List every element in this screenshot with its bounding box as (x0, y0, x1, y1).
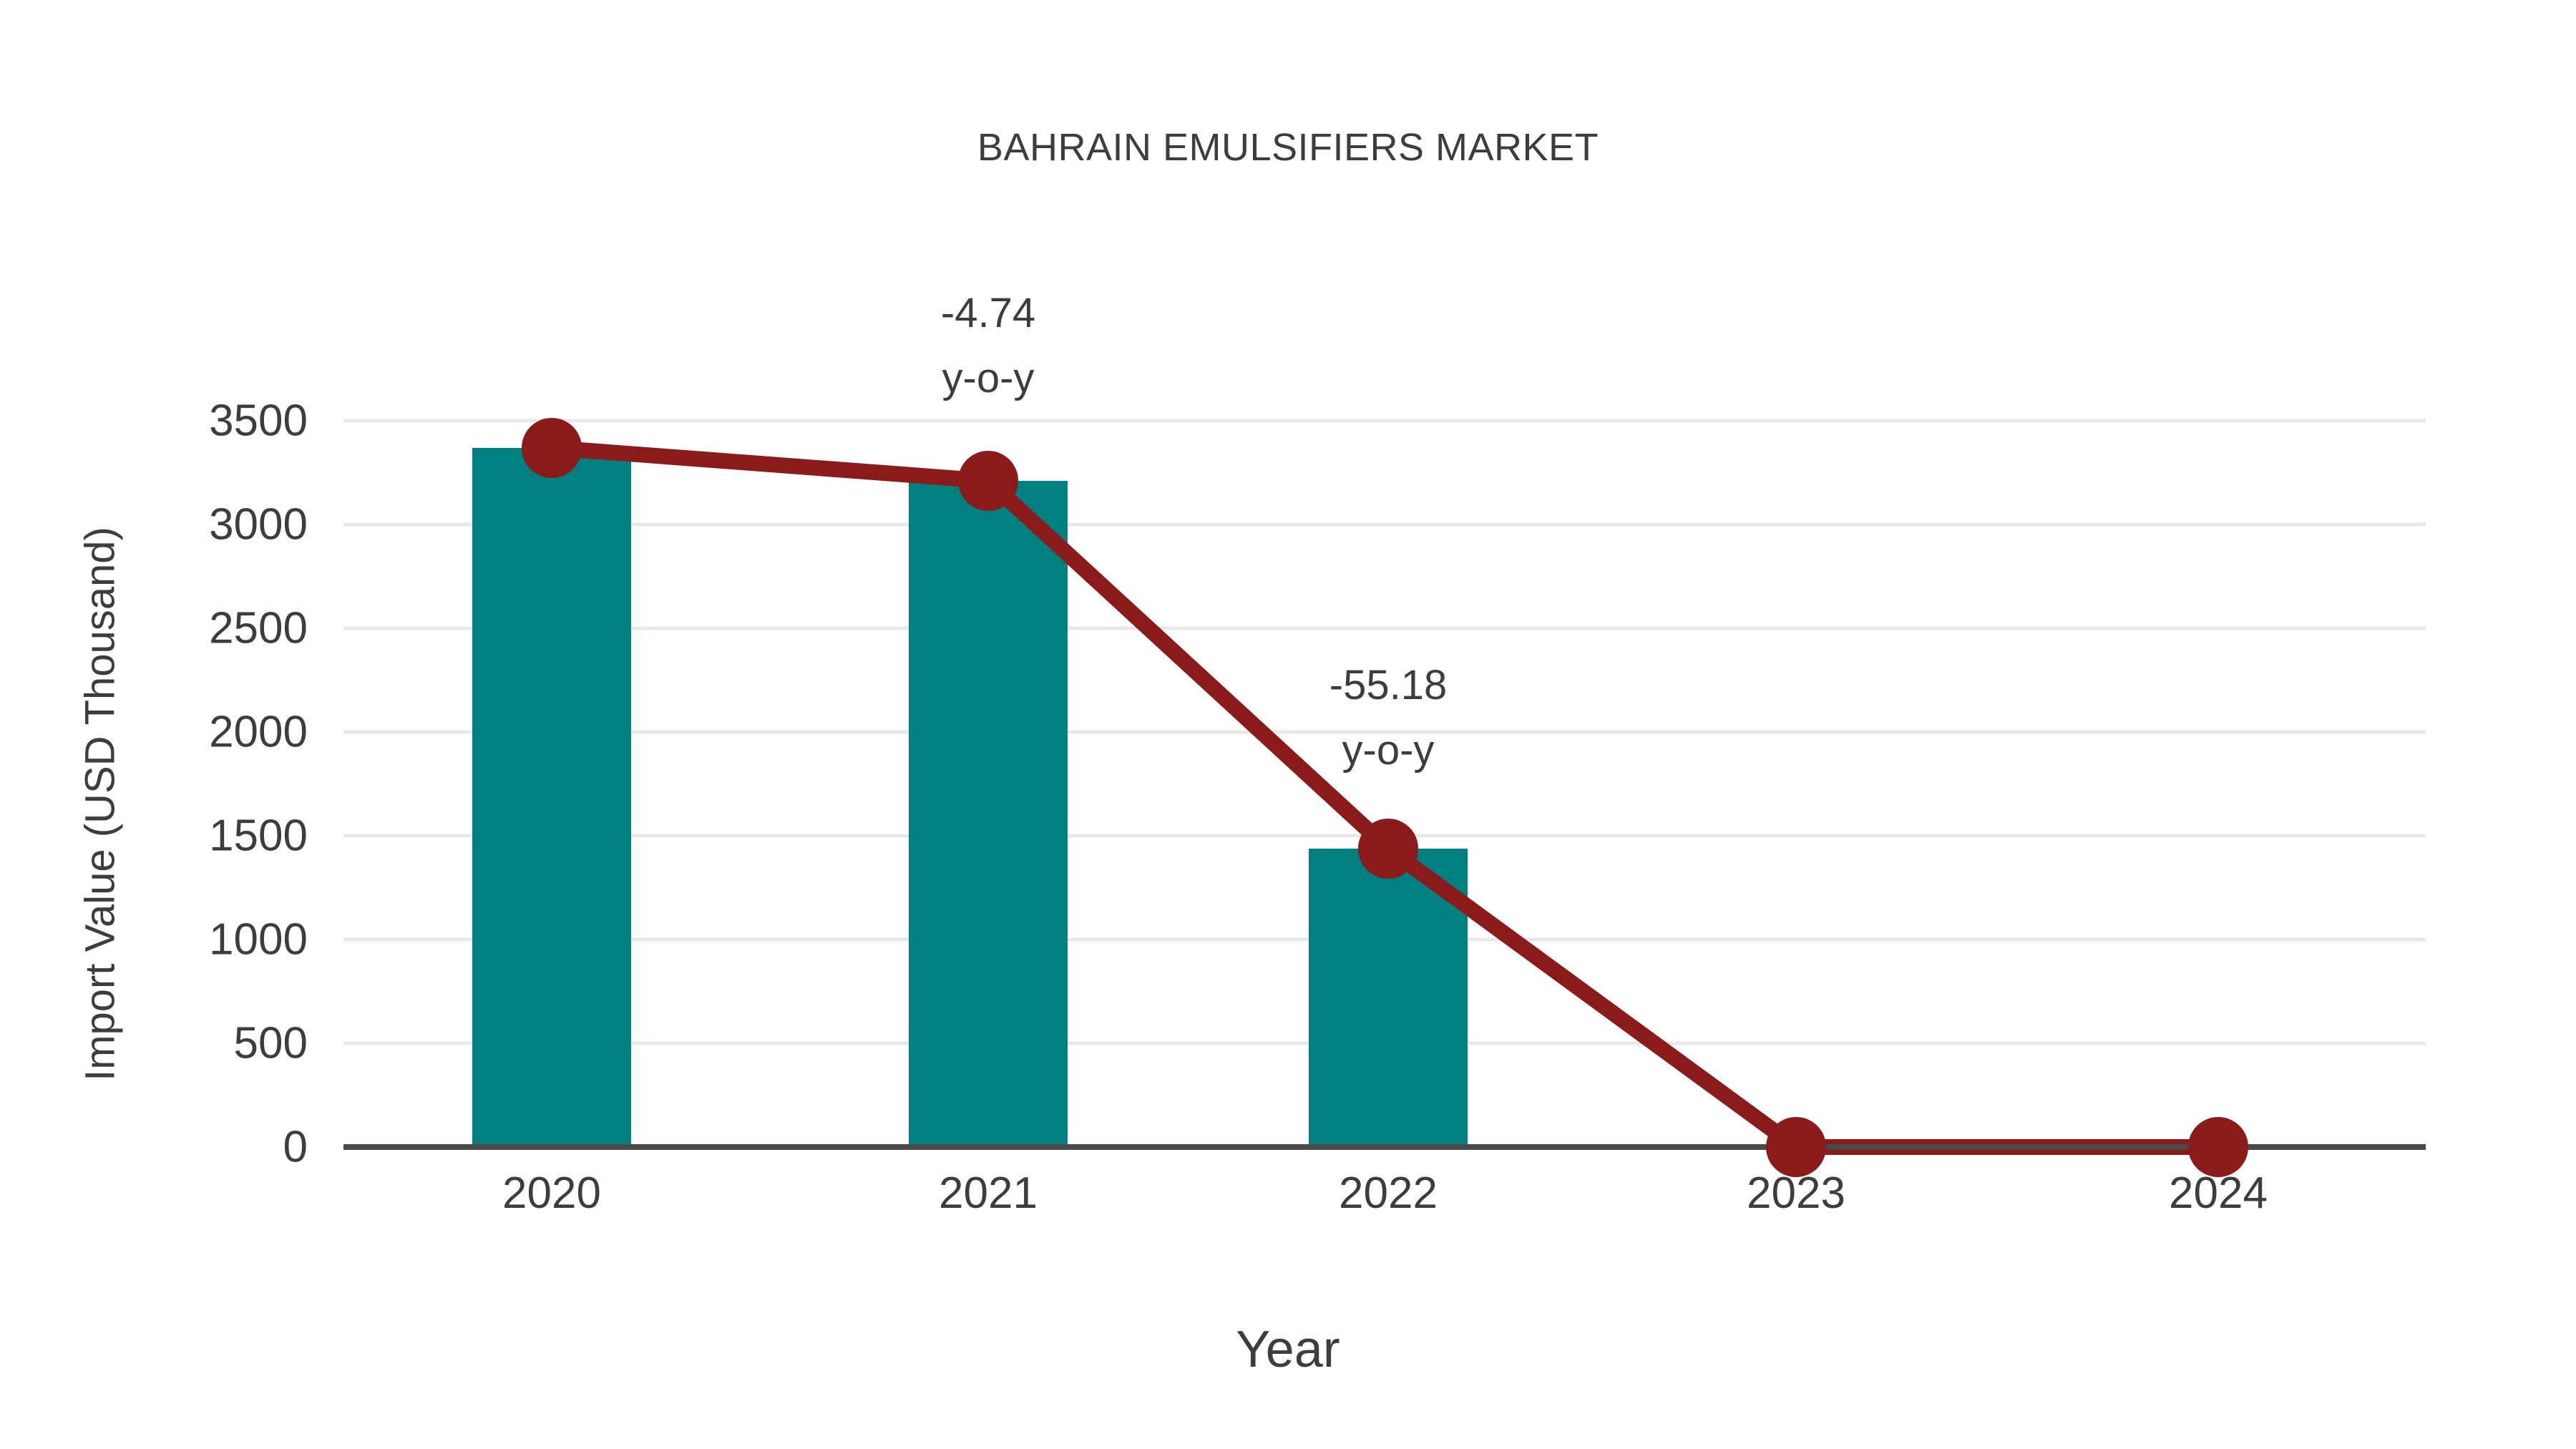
xtick-label-2022: 2022 (1339, 1169, 1438, 1218)
annotation-2022-value: -55.18 (1329, 662, 1448, 708)
bar-2022[interactable] (1309, 849, 1468, 1147)
marker-2023[interactable] (1766, 1117, 1826, 1177)
ytick-label-1000: 1000 (209, 914, 308, 965)
annotation-2021-value: -4.74 (940, 290, 1036, 336)
ytick-label-500: 500 (233, 1018, 308, 1068)
xtick-label-2020: 2020 (502, 1169, 601, 1218)
bar-series (472, 448, 1468, 1147)
chart-title: BAHRAIN EMULSIFIERS MARKET (977, 126, 1599, 169)
annotation-2021: -4.74 y-o-y (809, 290, 1167, 402)
ytick-label-2000: 2000 (209, 707, 308, 757)
marker-2024[interactable] (2188, 1117, 2248, 1177)
trend-markers (522, 418, 2248, 1177)
ytick-label-2500: 2500 (209, 603, 308, 653)
ytick-label-3000: 3000 (209, 499, 308, 550)
xtick-label-2024: 2024 (2169, 1169, 2268, 1218)
xtick-label-2021: 2021 (939, 1169, 1038, 1218)
marker-2021[interactable] (958, 451, 1018, 511)
ytick-label-3500: 3500 (209, 396, 308, 446)
x-axis-title: Year (1236, 1321, 1340, 1378)
bar-2021[interactable] (909, 481, 1068, 1147)
annotation-2022-unit: y-o-y (1342, 726, 1435, 774)
xtick-label-2023: 2023 (1747, 1169, 1845, 1218)
y-axis-title: Import Value (USD Thousand) (77, 527, 124, 1081)
annotation-2022: -55.18 y-o-y (1209, 662, 1567, 774)
ytick-label-1500: 1500 (209, 811, 308, 861)
annotation-2021-unit: y-o-y (942, 354, 1035, 401)
marker-2020[interactable] (522, 418, 582, 478)
ytick-label-0: 0 (283, 1122, 308, 1172)
bar-2020[interactable] (472, 448, 631, 1147)
marker-2022[interactable] (1358, 819, 1418, 879)
